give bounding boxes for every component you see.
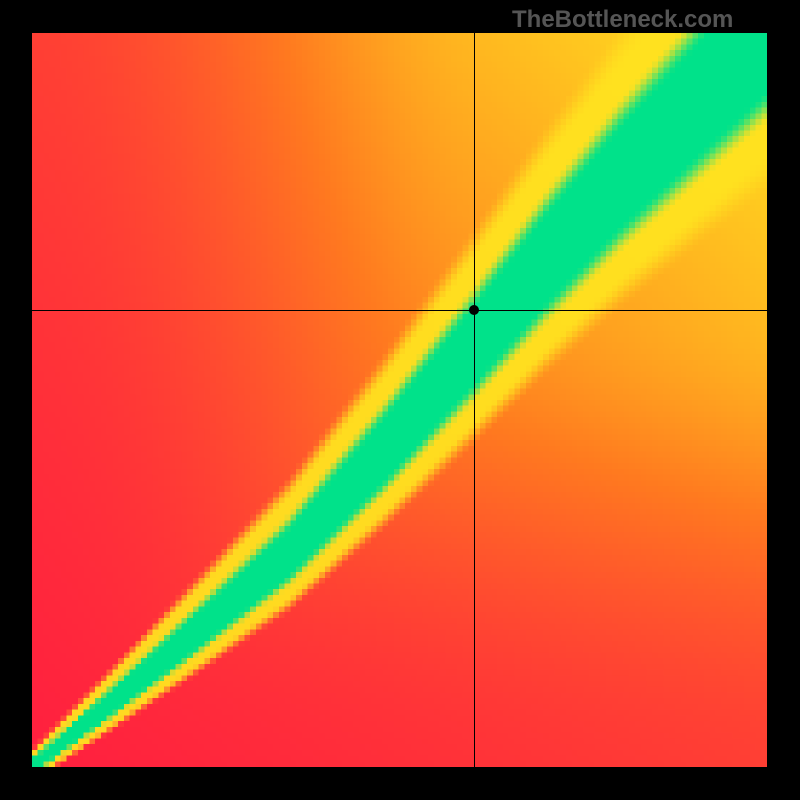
crosshair-horizontal-line bbox=[32, 310, 767, 311]
bottleneck-heatmap bbox=[32, 33, 767, 767]
chart-frame: TheBottleneck.com bbox=[0, 0, 800, 800]
watermark-text: TheBottleneck.com bbox=[512, 6, 733, 34]
crosshair-vertical-line bbox=[474, 33, 475, 767]
crosshair-marker bbox=[469, 305, 479, 315]
